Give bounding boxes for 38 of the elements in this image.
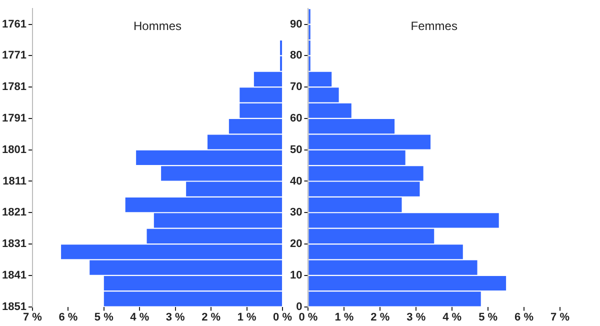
y-tick-label: 1841 (2, 269, 26, 282)
x-tick-label: 3 % (166, 311, 186, 324)
x-tick-label: 1 % (237, 311, 256, 324)
y-tick-label: 70 (290, 81, 302, 94)
x-tick-label: 7 % (22, 311, 42, 324)
x-tick-label: 4 % (130, 311, 150, 324)
y-tick-label: 1761 (2, 18, 26, 30)
x-tick-label: 5 % (94, 311, 114, 324)
y-tick-label: 0 (296, 300, 302, 313)
y-tick-label: 1821 (2, 206, 26, 219)
y-tick-label: 1791 (2, 112, 26, 124)
x-tick-label: 2 % (370, 311, 390, 324)
x-tick-label: 2 % (202, 311, 221, 324)
y-tick-label: 60 (290, 112, 302, 124)
x-tick-label: 0 % (273, 311, 292, 324)
x-tick-label: 5 % (478, 311, 498, 324)
x-tick-label: 6 % (514, 311, 534, 324)
x-tick-label: 1 % (334, 311, 354, 324)
y-tick-label: 1781 (2, 81, 26, 94)
y-tick-label: 1801 (2, 144, 26, 156)
y-tick-label: 1771 (2, 50, 26, 62)
y-tick-label: 1811 (2, 175, 26, 188)
y-tick-label: 10 (290, 269, 302, 282)
y-tick-label: 90 (290, 18, 302, 30)
text: Hommes (133, 18, 182, 33)
x-tick-label: 6 % (58, 311, 78, 324)
x-tick-label: 3 % (406, 311, 426, 324)
y-tick-label: 30 (290, 206, 302, 219)
x-tick-label: 7 % (550, 311, 570, 324)
y-tick-label: 40 (290, 175, 302, 188)
text: Femmes (410, 18, 458, 33)
y-tick-label: 1851 (2, 300, 26, 313)
y-tick-label: 50 (290, 144, 302, 156)
y-tick-label: 1831 (2, 238, 26, 250)
x-tick-label: 4 % (442, 311, 462, 324)
y-tick-label: 80 (290, 50, 302, 62)
x-tick-label: 0 % (298, 311, 318, 324)
y-tick-label: 20 (290, 238, 302, 250)
